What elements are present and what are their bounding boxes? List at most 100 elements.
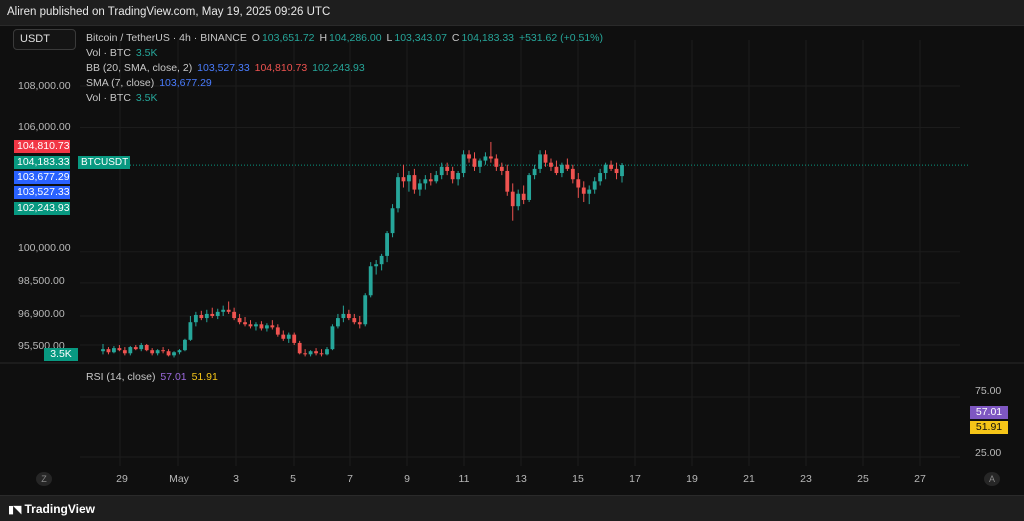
candle-body xyxy=(614,168,619,174)
candle-body xyxy=(434,175,439,182)
bb-upper-price-label: 104,810.73 xyxy=(14,140,70,153)
close-value: 104,183.33 xyxy=(461,32,515,44)
open-label: O xyxy=(251,32,260,44)
x-tick: 9 xyxy=(404,473,410,485)
candle-body xyxy=(106,349,111,353)
sma-price-label: 103,677.29 xyxy=(14,171,70,184)
price-tick: 100,000.00 xyxy=(18,242,71,254)
tradingview-brand[interactable]: ▮◥ TradingView xyxy=(8,502,95,516)
high-value: 104,286.00 xyxy=(329,32,382,44)
candle-body xyxy=(210,313,215,316)
rsi-ma-value: 51.91 xyxy=(191,371,218,383)
legend-bollinger[interactable]: BB (20, SMA, close, 2) 103,527.33 104,81… xyxy=(86,62,367,74)
candle-body xyxy=(428,179,433,182)
candle-body xyxy=(101,349,105,352)
x-tick: 5 xyxy=(290,473,296,485)
last-price-label: 104,183.33 xyxy=(14,156,70,169)
x-tick: 13 xyxy=(515,473,527,485)
candle-body xyxy=(379,255,384,265)
legend-sma[interactable]: SMA (7, close) 103,677.29 xyxy=(86,77,214,89)
x-tick: 19 xyxy=(686,473,698,485)
bb-upper-value: 104,810.73 xyxy=(254,62,308,74)
candle-body xyxy=(259,324,264,329)
legend-title: Bitcoin / TetherUS · 4h · BINANCE xyxy=(86,32,247,44)
close-label: C xyxy=(451,32,460,44)
rsi-value: 57.01 xyxy=(160,371,187,383)
candle-body xyxy=(510,191,515,207)
candle-body xyxy=(521,193,526,200)
x-tick: May xyxy=(169,473,189,485)
candle-body xyxy=(330,326,335,350)
candle-body xyxy=(150,350,155,354)
price-tick: 96,900.00 xyxy=(18,308,65,320)
price-tick: 106,000.00 xyxy=(18,121,71,133)
low-value: 103,343.07 xyxy=(394,32,447,44)
bb-basis-value: 103,527.33 xyxy=(197,62,250,74)
candle-body xyxy=(598,173,603,182)
candle-body xyxy=(478,160,482,167)
candle-body xyxy=(456,173,461,180)
candle-body xyxy=(439,166,444,176)
candle-body xyxy=(488,156,493,159)
footer-bar: ▮◥ TradingView xyxy=(0,495,1024,521)
candle-body xyxy=(483,156,488,161)
brand-name: TradingView xyxy=(24,502,95,516)
candle-body xyxy=(396,177,400,209)
zoom-reset-button[interactable]: Z xyxy=(36,472,52,486)
quote-currency-selector[interactable]: USDT xyxy=(13,29,76,50)
candle-body xyxy=(292,334,297,343)
candle-body xyxy=(172,352,176,356)
candle-body xyxy=(308,351,313,355)
candle-body xyxy=(401,177,406,182)
open-value: 103,651.72 xyxy=(261,32,315,44)
candle-body xyxy=(549,162,553,167)
candle-body xyxy=(319,353,324,355)
candle-body xyxy=(609,164,613,169)
candle-body xyxy=(188,322,193,340)
candle-body xyxy=(161,350,166,352)
candle-body xyxy=(177,350,182,353)
bb-lower-value: 102,243.93 xyxy=(312,62,365,74)
legend-volume-2[interactable]: Vol · BTC 3.5K xyxy=(86,92,159,104)
candle-body xyxy=(243,322,247,325)
candle-body xyxy=(581,187,586,194)
candle-body xyxy=(270,325,275,328)
candle-body xyxy=(325,349,329,355)
candle-body xyxy=(532,168,537,176)
candle-body xyxy=(336,318,340,327)
candle-body xyxy=(303,353,308,355)
candle-body xyxy=(554,166,559,174)
price-chart-svg[interactable] xyxy=(0,26,1024,495)
vol2-value: 3.5K xyxy=(135,92,158,104)
candle-body xyxy=(570,168,575,180)
x-tick: 29 xyxy=(116,473,128,485)
candle-body xyxy=(352,318,357,323)
candle-body xyxy=(248,324,253,327)
price-tick: 98,500.00 xyxy=(18,275,65,287)
candle-body xyxy=(565,164,570,169)
auto-scale-button[interactable]: A xyxy=(984,472,1000,486)
candle-body xyxy=(144,345,149,351)
legend-ohlc: Bitcoin / TetherUS · 4h · BINANCE O 103,6… xyxy=(86,32,605,44)
ticker-tag: BTCUSDT xyxy=(78,156,130,169)
x-tick: 15 xyxy=(572,473,584,485)
candle-body xyxy=(139,345,144,350)
candle-body xyxy=(357,322,362,325)
rsi-label: RSI (14, close) xyxy=(86,371,156,383)
bb-label: BB (20, SMA, close, 2) xyxy=(86,62,193,74)
sma-label: SMA (7, close) xyxy=(86,77,155,89)
candle-body xyxy=(128,347,133,354)
rsi-tick: 25.00 xyxy=(975,447,1002,459)
candle-body xyxy=(417,183,422,190)
legend-volume-1[interactable]: Vol · BTC 3.5K xyxy=(86,47,159,59)
legend-rsi[interactable]: RSI (14, close) 57.01 51.91 xyxy=(86,371,220,383)
candle-body xyxy=(538,154,542,169)
bb-basis-price-label: 103,527.33 xyxy=(14,186,70,199)
rsi-ma-value-label: 51.91 xyxy=(970,421,1008,434)
sma-value: 103,677.29 xyxy=(159,77,212,89)
chart-area[interactable] xyxy=(0,26,1024,495)
candle-body xyxy=(390,208,395,234)
candle-body xyxy=(499,166,504,171)
candle-body xyxy=(385,233,389,256)
candle-body xyxy=(467,154,471,159)
